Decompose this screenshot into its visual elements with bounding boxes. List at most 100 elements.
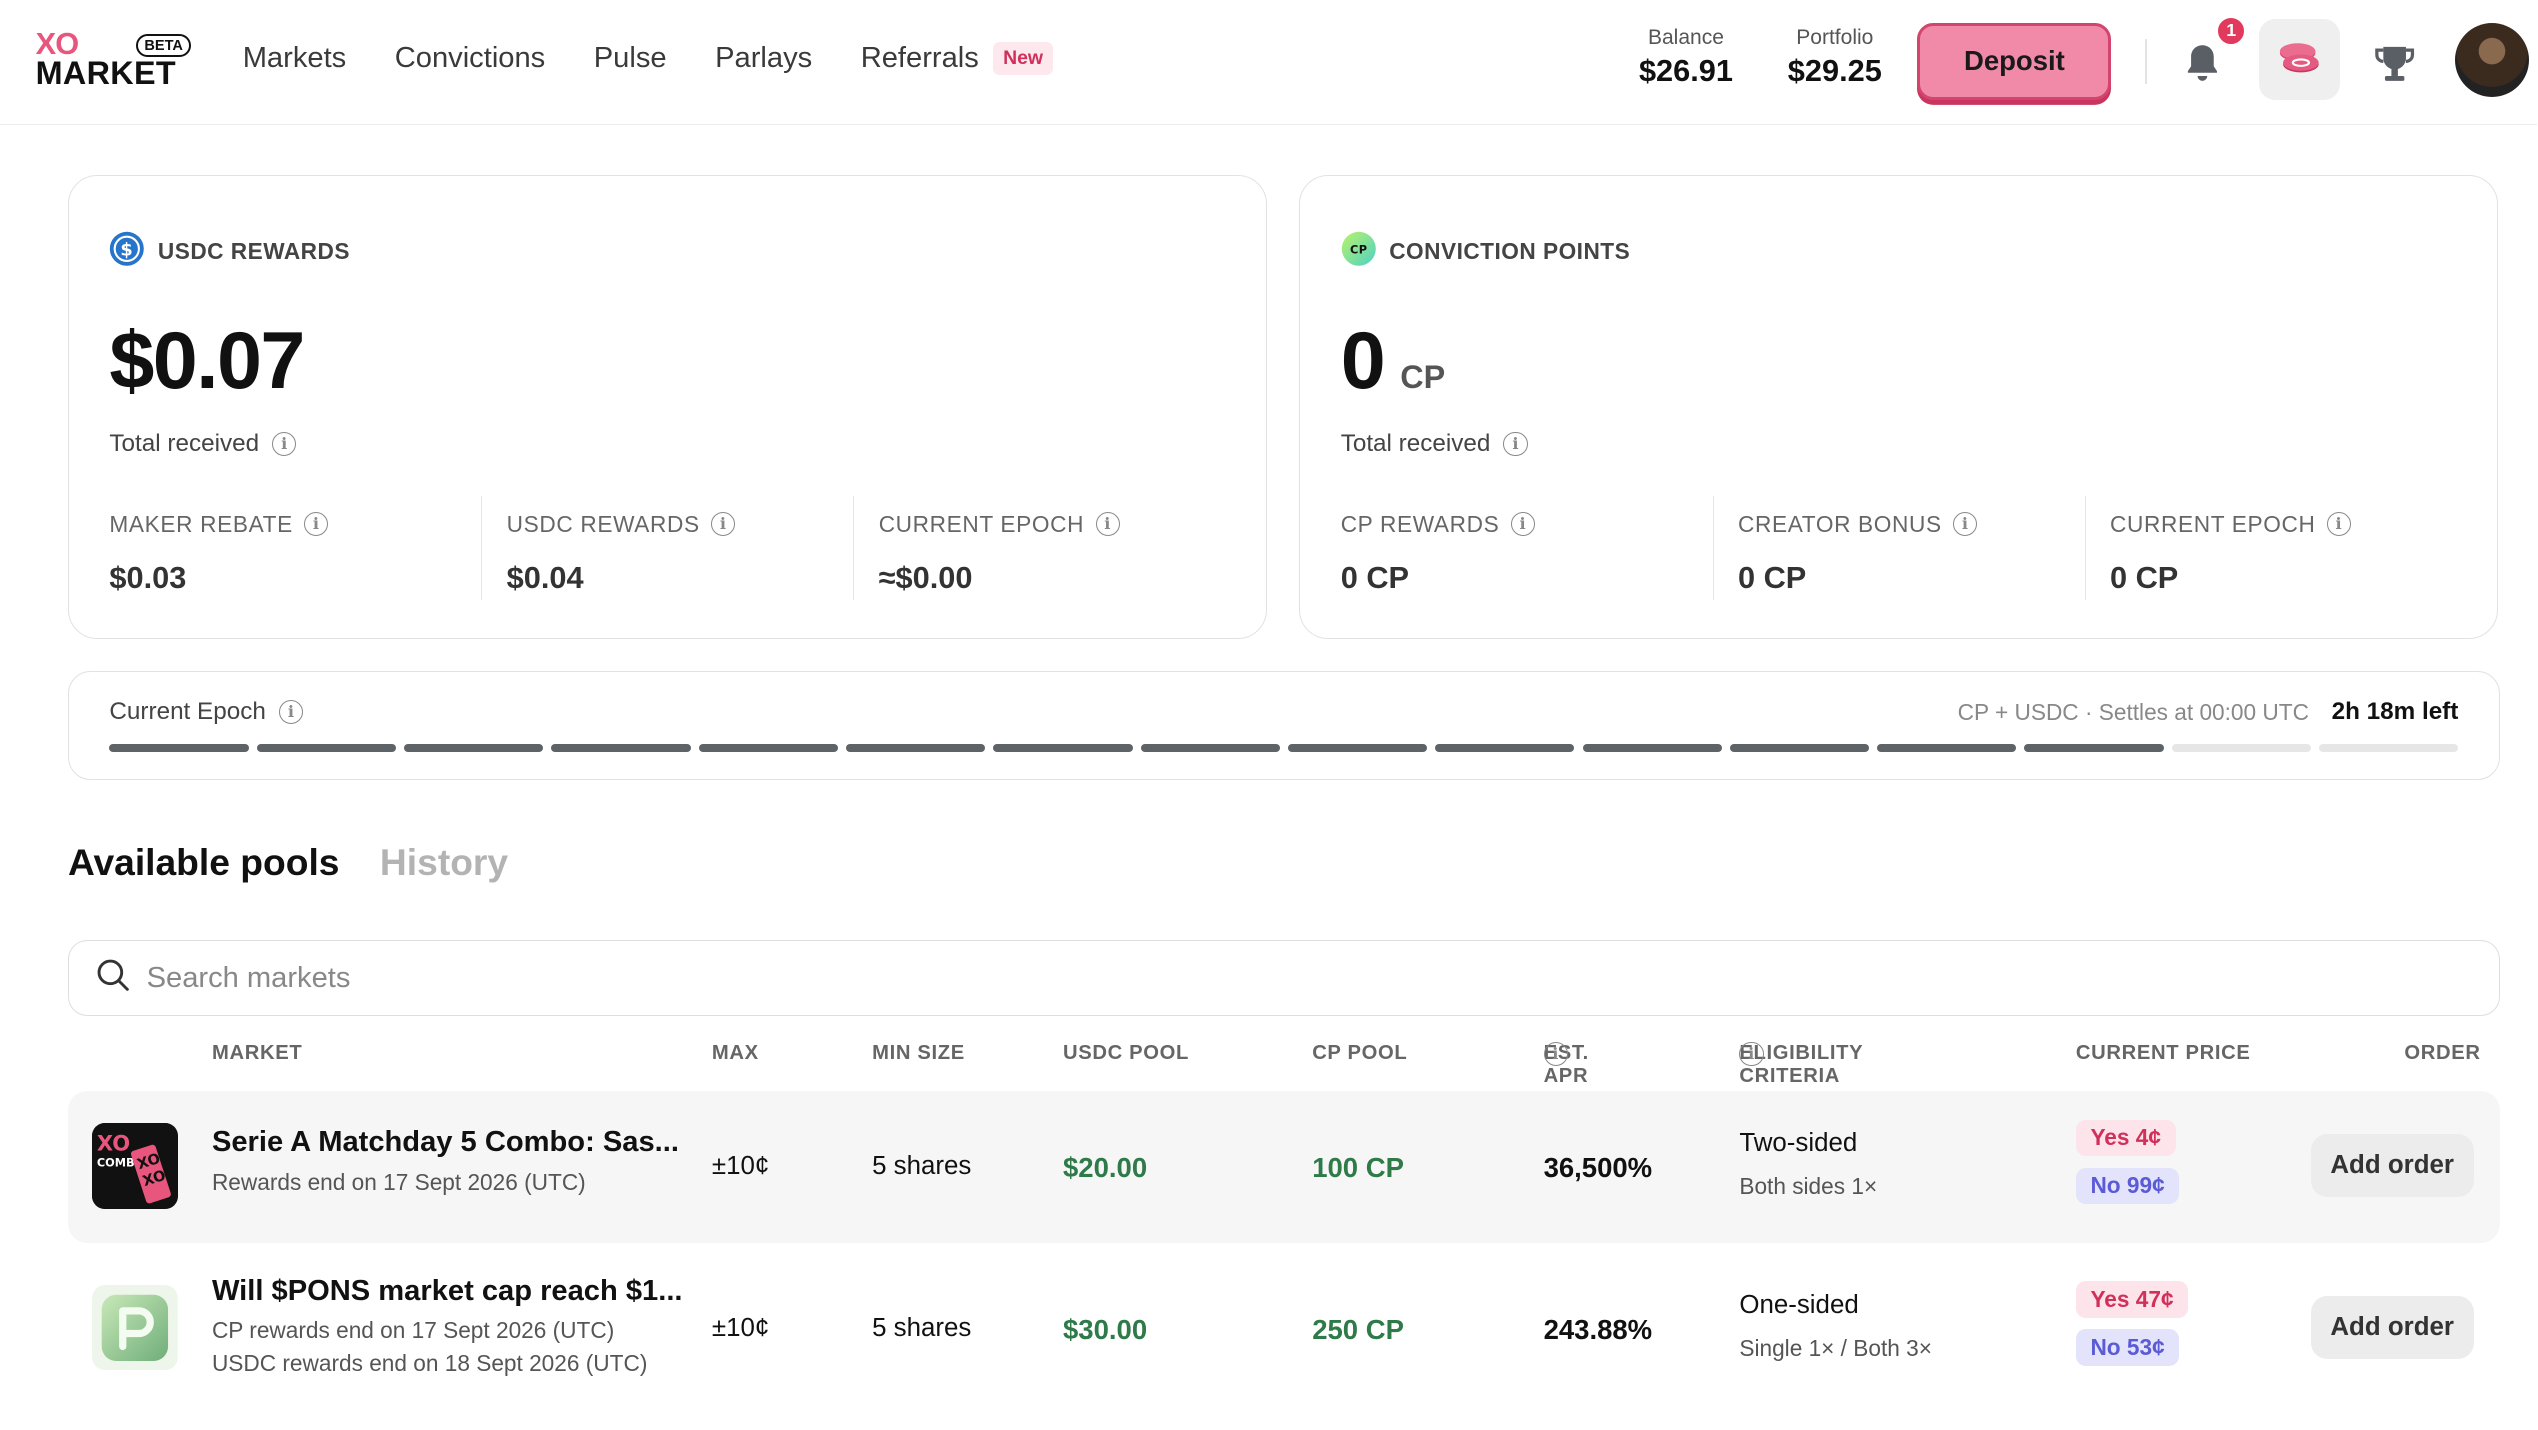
nav-convictions[interactable]: Convictions [395, 42, 545, 75]
epoch-segment-complete [1140, 743, 1280, 752]
market-max: ±10¢ [711, 1313, 770, 1342]
cp-current-epoch-stat: CURRENT EPOCH i 0 CP [2084, 496, 2457, 600]
col-eligibility-label: ELIGIBILITY CRITERIA [1739, 1041, 1863, 1087]
conviction-points-title: CP CONVICTION POINTS [1341, 231, 1631, 273]
svg-text:XO: XO [141, 1167, 168, 1190]
no-price-pill[interactable]: No 99¢ [2075, 1167, 2180, 1205]
cp-total-amount: 0 CP [1341, 315, 1446, 408]
add-order-button[interactable]: Add order [2310, 1134, 2474, 1198]
epoch-settlement-info: CP + USDC · Settles at 00:00 UTC 2h 18m … [1958, 698, 2459, 726]
top-navigation-bar: XO MARKET BETA Markets Convictions Pulse… [0, 0, 2538, 125]
no-price-pill[interactable]: No 53¢ [2075, 1329, 2180, 1367]
tab-history[interactable]: History [379, 841, 509, 884]
market-name[interactable]: Serie A Matchday 5 Combo: Sas... [211, 1126, 679, 1159]
usdc-stats: MAKER REBATE i $0.03 USDC REWARDS i $0.04 … [109, 496, 1225, 600]
deposit-button[interactable]: Deposit [1917, 22, 2112, 101]
nav-markets-label: Markets [242, 42, 347, 75]
col-cp-pool: CP POOL [1312, 1041, 1408, 1064]
info-icon[interactable]: i [1095, 512, 1120, 537]
bell-icon[interactable] [2175, 36, 2230, 91]
creator-bonus-value: 0 CP [1737, 560, 1807, 596]
current-epoch-panel: Current Epoch i CP + USDC · Settles at 0… [67, 671, 2500, 780]
tab-available-pools[interactable]: Available pools [67, 841, 340, 884]
usdc-rewards-stat: USDC REWARDS i $0.04 [481, 496, 853, 600]
info-icon[interactable]: i [278, 700, 304, 725]
info-icon[interactable]: i [1503, 431, 1528, 456]
trophy-icon[interactable] [2367, 36, 2422, 91]
info-icon[interactable]: i [304, 512, 329, 537]
nav-pulse[interactable]: Pulse [594, 42, 667, 75]
maker-rebate-stat: MAKER REBATE i $0.03 [109, 496, 481, 600]
maker-rebate-label: MAKER REBATE [109, 510, 293, 537]
market-est-apr: 243.88% [1543, 1313, 1653, 1345]
info-icon[interactable]: i [1543, 1041, 1568, 1067]
balance-display: Balance $26.91 [1634, 26, 1738, 89]
usdc-current-epoch-label: CURRENT EPOCH [878, 510, 1085, 537]
nav-pulse-label: Pulse [593, 42, 667, 75]
nav-referrals-label: Referrals [860, 42, 979, 75]
nav-parlays-label: Parlays [715, 42, 813, 75]
market-max: ±10¢ [711, 1152, 770, 1180]
coins-icon[interactable] [2258, 19, 2340, 101]
user-avatar[interactable] [2454, 22, 2529, 98]
cp-stats: CP REWARDS i 0 CP CREATOR BONUS i 0 CP CUR… [1341, 496, 2457, 600]
cp-amount-value: 0 [1340, 315, 1386, 406]
cp-icon: CP [1341, 231, 1377, 273]
epoch-settles-text: CP + USDC · Settles at 00:00 UTC [1957, 698, 2309, 725]
table-row[interactable]: XO COMBO XO XO Serie A Matchday 5 Combo: … [67, 1090, 2500, 1243]
current-price: Yes 4¢ No 99¢ [2075, 1119, 2180, 1205]
search-input[interactable] [146, 961, 2412, 995]
usdc-rewards-title-text: USDC REWARDS [157, 238, 350, 265]
balance-value: $26.91 [1638, 53, 1733, 89]
market-rewards-end: Rewards end on 17 Sept 2026 (UTC) [211, 1168, 586, 1195]
creator-bonus-stat: CREATOR BONUS i 0 CP [1712, 496, 2085, 600]
maker-rebate-value: $0.03 [109, 560, 187, 596]
nav-markets[interactable]: Markets [243, 42, 347, 75]
yes-price-pill[interactable]: Yes 4¢ [2075, 1119, 2176, 1157]
usdc-rewards-card: $ USDC REWARDS $0.07 Total received i MA… [67, 174, 1267, 640]
info-icon[interactable]: i [2326, 512, 2352, 537]
info-icon[interactable]: i [1510, 512, 1535, 537]
conviction-points-title-text: CONVICTION POINTS [1389, 238, 1631, 265]
epoch-segment-complete [404, 743, 544, 752]
epoch-segment-complete [1877, 743, 2017, 752]
yes-price-pill[interactable]: Yes 47¢ [2075, 1281, 2189, 1319]
nav-parlays[interactable]: Parlays [715, 42, 812, 75]
col-current-price: CURRENT PRICE [2075, 1041, 2251, 1064]
notification-count-badge: 1 [2215, 14, 2248, 47]
col-order: ORDER [2404, 1041, 2481, 1064]
epoch-progress-bar [109, 743, 2459, 752]
current-epoch-heading: Current Epoch i [109, 698, 304, 726]
market-name[interactable]: Will $PONS market cap reach $1... [211, 1274, 683, 1307]
col-max: MAX [711, 1041, 759, 1064]
logo-market-text: MARKET [35, 54, 176, 91]
svg-text:XO: XO [135, 1150, 162, 1173]
conviction-points-card: CP CONVICTION POINTS 0 CP Total received… [1299, 174, 2499, 640]
usdc-current-epoch-stat: CURRENT EPOCH i ≈$0.00 [853, 496, 1225, 600]
epoch-segment-complete [1729, 743, 1870, 752]
nav-convictions-label: Convictions [394, 42, 546, 75]
usdc-icon: $ [109, 231, 145, 273]
eligibility-detail: Single 1× / Both 3× [1739, 1334, 1932, 1361]
market-thumbnail: XO COMBO XO XO [92, 1122, 178, 1209]
epoch-segment-complete [845, 743, 986, 752]
svg-text:CP: CP [1350, 242, 1368, 256]
cp-amount-unit: CP [1400, 358, 1446, 395]
epoch-segment-complete [1582, 743, 1722, 752]
cp-rewards-stat: CP REWARDS i 0 CP [1341, 496, 1713, 600]
info-icon[interactable]: i [1739, 1041, 1764, 1067]
nav-referrals[interactable]: Referrals New [861, 42, 1053, 75]
xo-market-logo[interactable]: XO MARKET BETA [35, 28, 198, 94]
portfolio-display[interactable]: Portfolio $29.25 [1780, 26, 1890, 89]
cp-current-epoch-label: CURRENT EPOCH [2109, 510, 2316, 537]
beta-badge: BETA [135, 33, 192, 58]
info-icon[interactable]: i [711, 512, 736, 537]
info-icon[interactable]: i [272, 431, 297, 456]
info-icon[interactable]: i [1953, 512, 1978, 537]
epoch-segment-complete [1435, 743, 1575, 752]
table-row[interactable]: Will $PONS market cap reach $1... CP rew… [68, 1249, 2500, 1411]
market-cp-pool: 250 CP [1312, 1313, 1404, 1345]
cp-rewards-value: 0 CP [1340, 560, 1410, 596]
main-nav: Markets Convictions Pulse Parlays Referr… [243, 42, 1053, 75]
add-order-button[interactable]: Add order [2310, 1296, 2474, 1360]
